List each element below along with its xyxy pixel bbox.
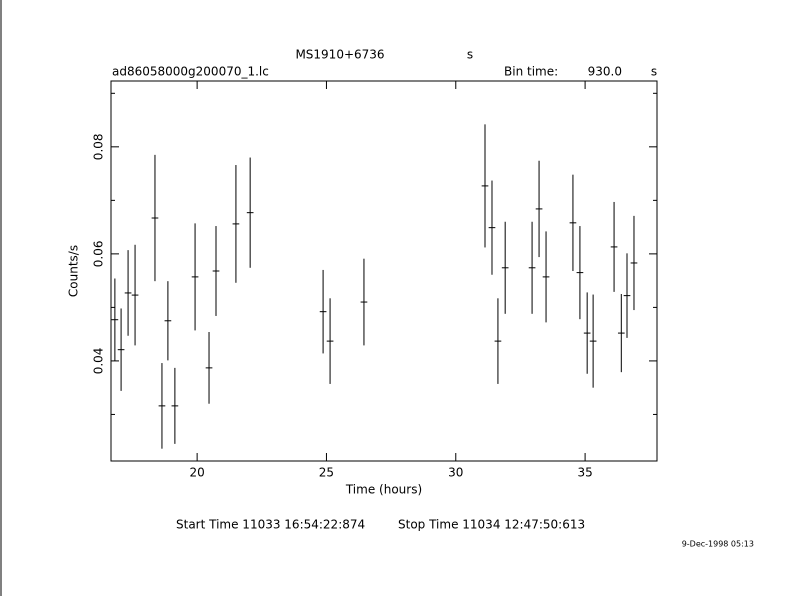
bin-time-unit: s bbox=[651, 65, 657, 79]
y-tick-label: 0.04 bbox=[92, 348, 106, 375]
bin-time: 930.0 bbox=[588, 65, 622, 79]
x-tick-label: 25 bbox=[319, 466, 334, 480]
bin-time-text: Bin time: bbox=[504, 65, 558, 79]
stop-time: Stop Time 11034 12:47:50:613 bbox=[398, 518, 585, 532]
x-tick-label: 20 bbox=[189, 466, 204, 480]
x-axis-label: Time (hours) bbox=[345, 483, 422, 497]
y-tick-label: 0.08 bbox=[92, 133, 106, 160]
y-axis-label: Counts/s bbox=[67, 245, 81, 297]
title-unit: s bbox=[467, 48, 473, 62]
y-tick-label: 0.06 bbox=[92, 241, 106, 268]
start-time: Start Time 11033 16:54:22:874 bbox=[176, 518, 365, 532]
x-tick-label: 35 bbox=[577, 466, 592, 480]
chart-title: MS1910+6736 bbox=[295, 48, 384, 62]
plot-frame bbox=[110, 80, 658, 462]
x-tick-label: 30 bbox=[448, 466, 463, 480]
subtitle: ad86058000g200070_1.lc bbox=[112, 65, 269, 79]
date: 9-Dec-1998 05:13 bbox=[682, 540, 754, 549]
